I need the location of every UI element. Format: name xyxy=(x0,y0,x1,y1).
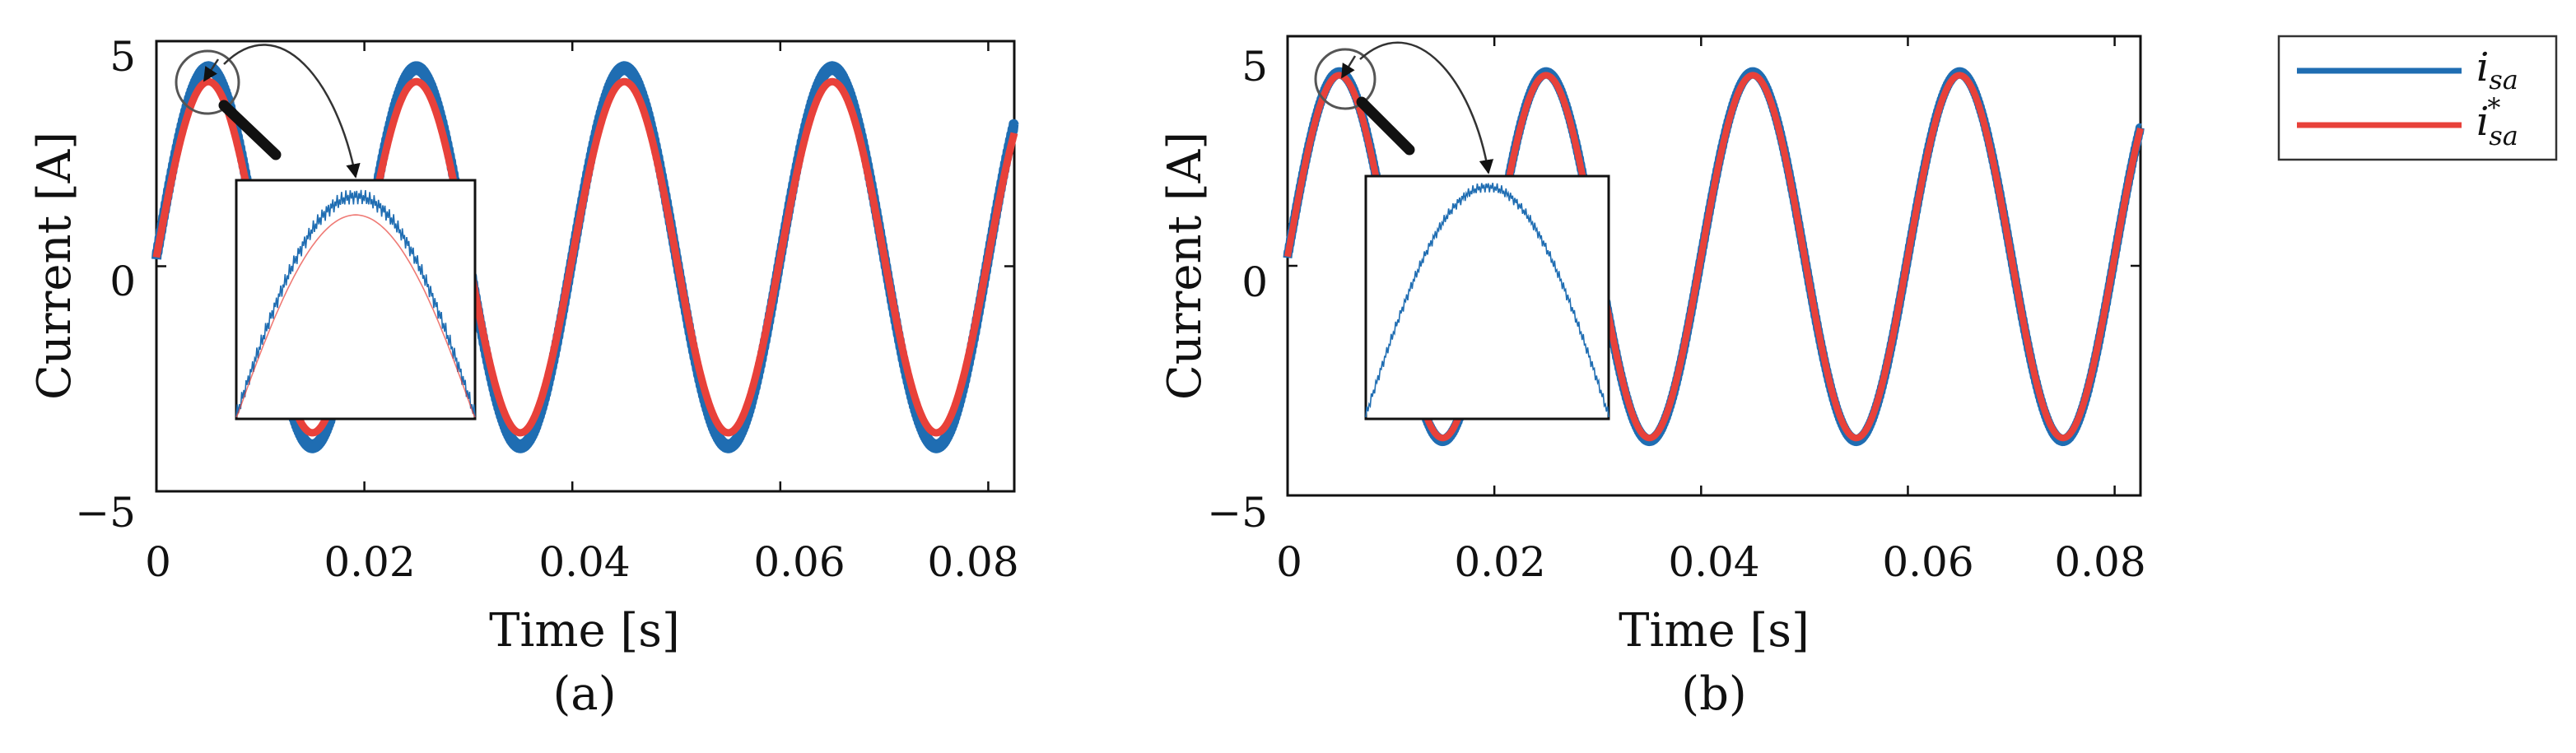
series-lines-b xyxy=(1283,67,2145,447)
zoom-arrow xyxy=(1359,41,1494,174)
x-tick-label: 0.04 xyxy=(1668,538,1759,586)
magnifier-handle-icon xyxy=(218,100,282,160)
y-tick-labels-b: 5 0 −5 xyxy=(1207,43,1268,537)
y-tick-label: 0 xyxy=(109,258,136,305)
chart-panel-a: 5 0 −5 0 0.02 0.04 0.06 0.08 Time [s] Cu… xyxy=(28,33,1019,721)
x-tick-label: 0.08 xyxy=(2054,538,2145,586)
zoom-arrow xyxy=(223,44,361,179)
inset-line-i-sa xyxy=(1365,183,1609,418)
inset-line-i-sa-ref xyxy=(235,214,476,418)
legend-box xyxy=(2277,35,2558,161)
y-tick-label: 5 xyxy=(109,33,136,81)
x-tick-label: 0.04 xyxy=(538,538,630,586)
inset-b xyxy=(1364,174,1610,421)
series-line-i-sa-ref xyxy=(1284,72,2144,442)
zoom-pointer xyxy=(203,58,220,82)
x-tick-label: 0.02 xyxy=(324,538,415,586)
x-axis-label-a: Time [s] xyxy=(489,604,680,658)
inset-a xyxy=(235,179,477,421)
magnifier-handle-icon xyxy=(1356,96,1415,156)
inset-line-i-sa xyxy=(235,189,476,418)
x-tick-labels-a: 0 0.02 0.04 0.06 0.08 xyxy=(145,538,1019,586)
zoom-annotation-b xyxy=(1314,41,1494,174)
zoom-circle xyxy=(175,49,240,115)
zoom-annotation-a xyxy=(175,44,361,179)
legend: isa i* sa xyxy=(2277,35,2558,161)
x-tick-label: 0.08 xyxy=(927,538,1018,586)
zoom-circle xyxy=(1314,48,1377,110)
legend-label: i* sa xyxy=(2476,92,2518,151)
tick-marks-a xyxy=(155,40,1014,493)
zoom-pointer xyxy=(1340,55,1357,79)
x-axis-label-b: Time [s] xyxy=(1619,604,1810,658)
x-tick-label: 0.06 xyxy=(1882,538,1973,586)
y-axis-label-b: Current [A] xyxy=(1158,132,1212,400)
y-tick-labels-a: 5 0 −5 xyxy=(75,33,136,537)
y-axis-label-a: Current [A] xyxy=(28,132,82,400)
panel-label-a: (a) xyxy=(552,667,616,721)
y-tick-label: 5 xyxy=(1241,43,1268,91)
x-tick-label: 0.06 xyxy=(753,538,845,586)
legend-label: isa xyxy=(2476,44,2518,95)
x-tick-labels-b: 0 0.02 0.04 0.06 0.08 xyxy=(1276,538,2146,586)
x-tick-label: 0 xyxy=(145,538,171,586)
y-tick-label: −5 xyxy=(1207,489,1268,537)
chart-panel-b: 5 0 −5 0 0.02 0.04 0.06 0.08 Time [s] Cu… xyxy=(1158,35,2146,721)
legend-entry-i-sa-ref: i* sa xyxy=(2297,92,2518,151)
panel-label-b: (b) xyxy=(1681,667,1747,721)
tick-marks-b xyxy=(1286,35,2140,497)
legend-entry-i-sa: isa xyxy=(2297,44,2518,95)
x-tick-label: 0 xyxy=(1276,538,1302,586)
inset-frame xyxy=(1364,174,1610,421)
x-tick-label: 0.02 xyxy=(1454,538,1545,586)
y-tick-label: 0 xyxy=(1241,258,1268,306)
y-tick-label: −5 xyxy=(75,489,136,537)
inset-frame xyxy=(235,179,477,421)
